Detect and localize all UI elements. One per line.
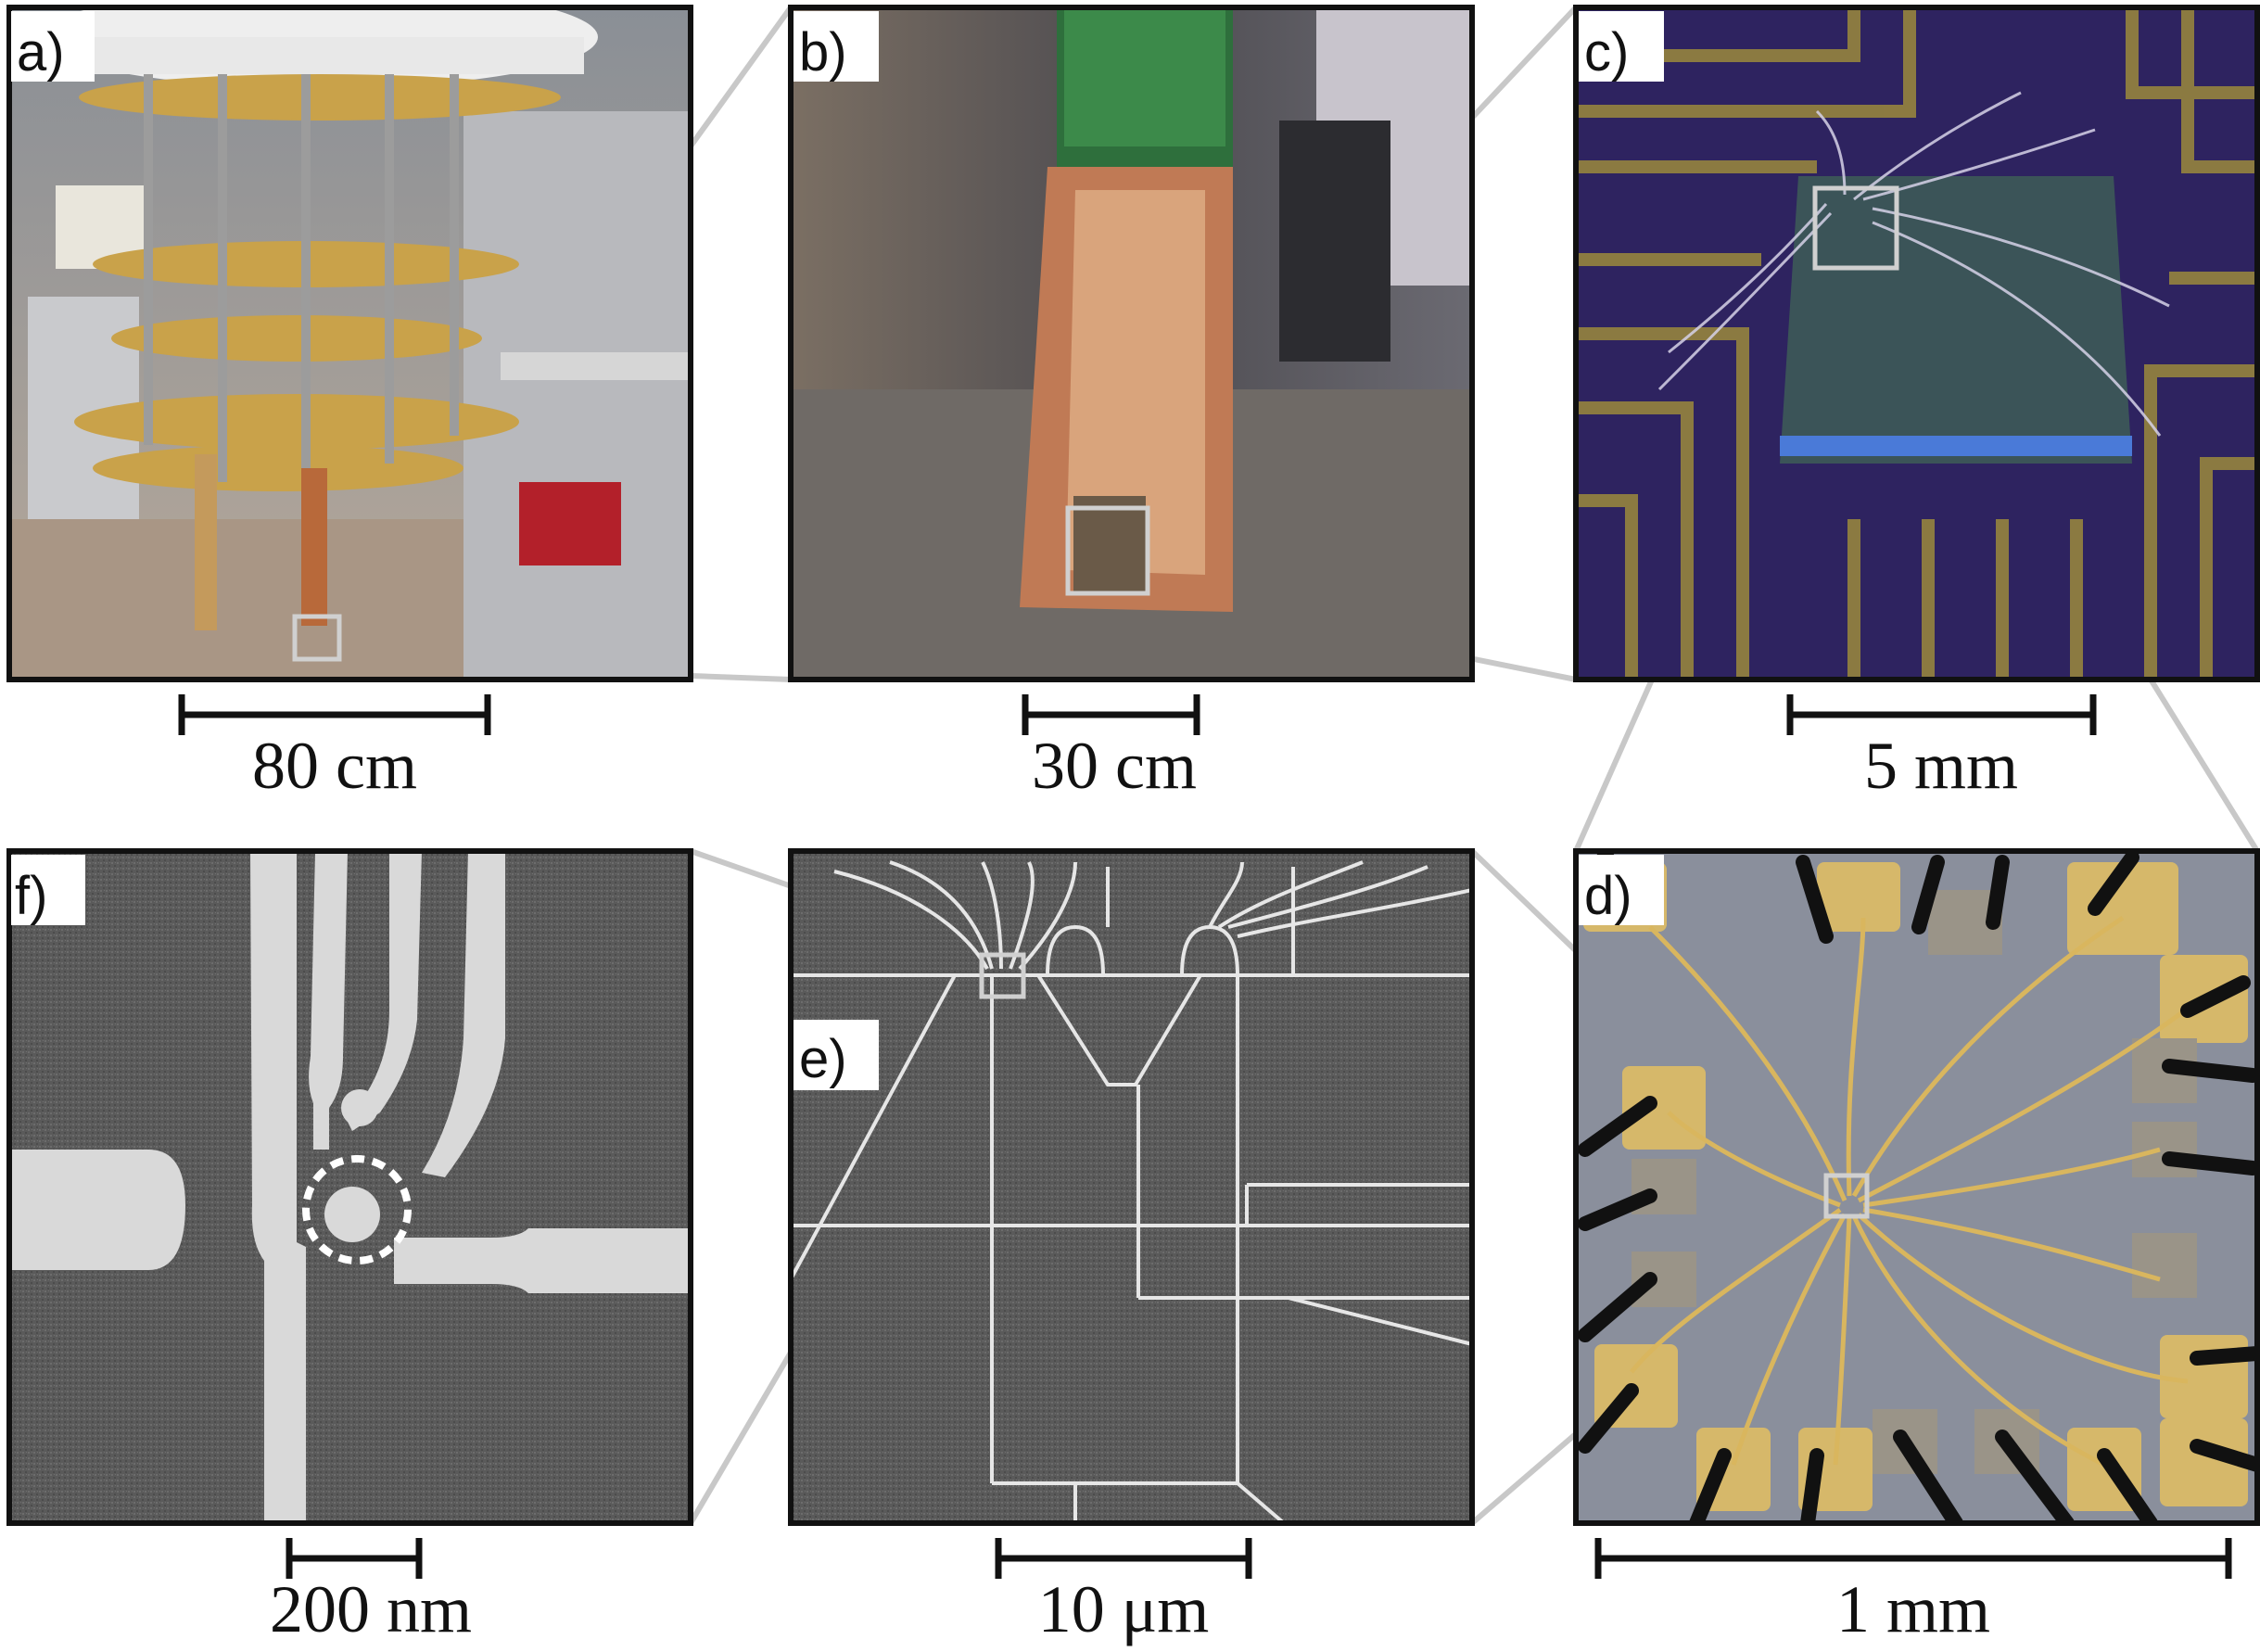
panel-b-chip: [1073, 496, 1146, 593]
panel-d-scale-label: 1 mm: [1836, 1572, 1990, 1646]
panel-c-scale-label: 5 mm: [1864, 729, 2018, 803]
panel-d-label: d): [1584, 866, 1632, 926]
panel-b-scalebar: [1022, 694, 1200, 735]
panel-e-scale-label: 10 μm: [1038, 1572, 1210, 1646]
panel-f-scalebar: [286, 1538, 423, 1579]
panel-b-label: b): [799, 22, 847, 83]
panel-c-frame: [1573, 5, 2260, 682]
dot-highlight-circle: [302, 1155, 412, 1264]
panel-d-scalebar: [1594, 1538, 2232, 1579]
panel-a-label-bg: [11, 11, 95, 82]
zoom-box-d: [1823, 1173, 1870, 1219]
panel-d: d) 1 mm: [1573, 848, 2260, 1646]
zoom-box-b: [1065, 505, 1150, 596]
panel-a-scale-label: 80 cm: [252, 729, 417, 803]
panel-f-label-bg: [11, 855, 85, 925]
panel-d-label-bg: [1579, 855, 1664, 925]
zoom-box-c: [1812, 185, 1899, 271]
panel-f: f) 200 nm: [6, 848, 693, 1646]
panel-e-label-bg: [794, 1020, 879, 1090]
zoom-box-a: [292, 614, 342, 662]
panel-d-frame: [1573, 848, 2260, 1526]
panel-c-label-bg: [1579, 11, 1664, 82]
panel-a-photo: [9, 7, 691, 680]
zoom-box-e: [979, 952, 1026, 999]
panel-b-label-bg: [794, 11, 879, 82]
panel-c-label: c): [1584, 22, 1629, 83]
panel-b-frame: [788, 5, 1475, 682]
panel-b-scale-label: 30 cm: [1032, 729, 1197, 803]
panel-a-scalebar: [178, 694, 491, 735]
panel-f-photo: [9, 851, 691, 1523]
panel-e-frame: [788, 848, 1475, 1526]
panel-f-label: f): [15, 866, 47, 926]
panel-d-photo: [1576, 851, 2257, 1523]
panel-a: a) 80 cm: [6, 5, 693, 803]
panel-e-photo: [791, 851, 1472, 1523]
panel-f-frame: [6, 848, 693, 1526]
panel-e: e) 10 μm: [788, 848, 1475, 1646]
panel-b-photo: [791, 7, 1472, 680]
panel-e-scalebar: [995, 1538, 1252, 1579]
panel-e-label: e): [799, 1029, 847, 1089]
panel-a-frame: [6, 5, 693, 682]
panel-b: b) 30 cm: [788, 5, 1475, 803]
panel-a-label: a): [17, 22, 65, 83]
panel-c-photo: [1576, 7, 2257, 680]
panel-c-scalebar: [1786, 694, 2097, 735]
panel-c: c) 5 mm: [1573, 5, 2260, 803]
panel-f-scale-label: 200 nm: [270, 1572, 472, 1646]
